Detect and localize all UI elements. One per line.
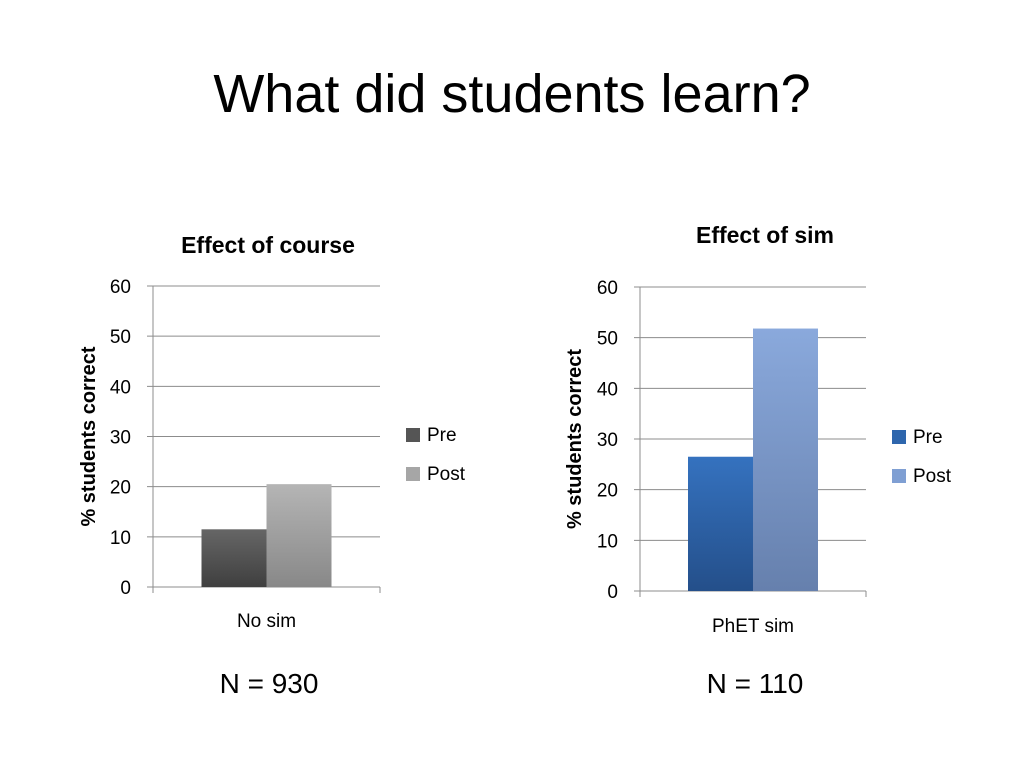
chart-1-ytick-label: 0	[607, 582, 618, 603]
chart-0-legend-swatch-post	[406, 467, 420, 481]
chart-0-ytick-label: 10	[110, 528, 131, 549]
chart-1-bar-pre	[688, 456, 753, 591]
slide-title: What did students learn?	[213, 64, 811, 124]
chart-1-category-label: PhET sim	[712, 616, 794, 637]
chart-0-bar-post	[266, 484, 332, 587]
chart-0-legend-swatch-pre	[406, 428, 420, 442]
chart-1-legend-label-pre: Pre	[913, 427, 943, 448]
chart-1-ytick-label: 40	[597, 379, 618, 400]
chart-1-sample-size: N = 110	[706, 668, 804, 699]
chart-0-ytick-label: 0	[120, 578, 131, 599]
chart-1-title: Effect of sim	[696, 222, 834, 248]
chart-0-bar-pre	[201, 529, 267, 587]
chart-1-ytick-label: 30	[597, 430, 618, 451]
chart-0-ytick-label: 30	[110, 428, 131, 449]
chart-0-ytick-label: 20	[110, 478, 131, 499]
chart-0-legend-label-pre: Pre	[427, 425, 457, 446]
chart-0-title: Effect of course	[181, 232, 355, 258]
chart-0-category-label: No sim	[237, 611, 296, 632]
chart-1-legend-swatch-post	[892, 469, 906, 483]
chart-0-ytick-label: 50	[110, 327, 131, 348]
chart-1-ytick-label: 50	[597, 329, 618, 350]
chart-0-y-axis-label: % students correct	[78, 346, 100, 526]
chart-0-ytick-label: 40	[110, 377, 131, 398]
chart-1-bar-post	[753, 328, 818, 591]
chart-1-ytick-label: 60	[597, 278, 618, 299]
chart-1-legend-label-post: Post	[913, 466, 952, 487]
chart-1-legend-swatch-pre	[892, 430, 906, 444]
chart-0-sample-size: N = 930	[219, 668, 319, 699]
chart-0-ytick-label: 60	[110, 277, 131, 298]
chart-0-legend-label-post: Post	[427, 464, 466, 485]
chart-1-ytick-label: 20	[597, 481, 618, 502]
chart-1-y-axis-label: % students correct	[564, 349, 586, 529]
chart-1-ytick-label: 10	[597, 531, 618, 552]
